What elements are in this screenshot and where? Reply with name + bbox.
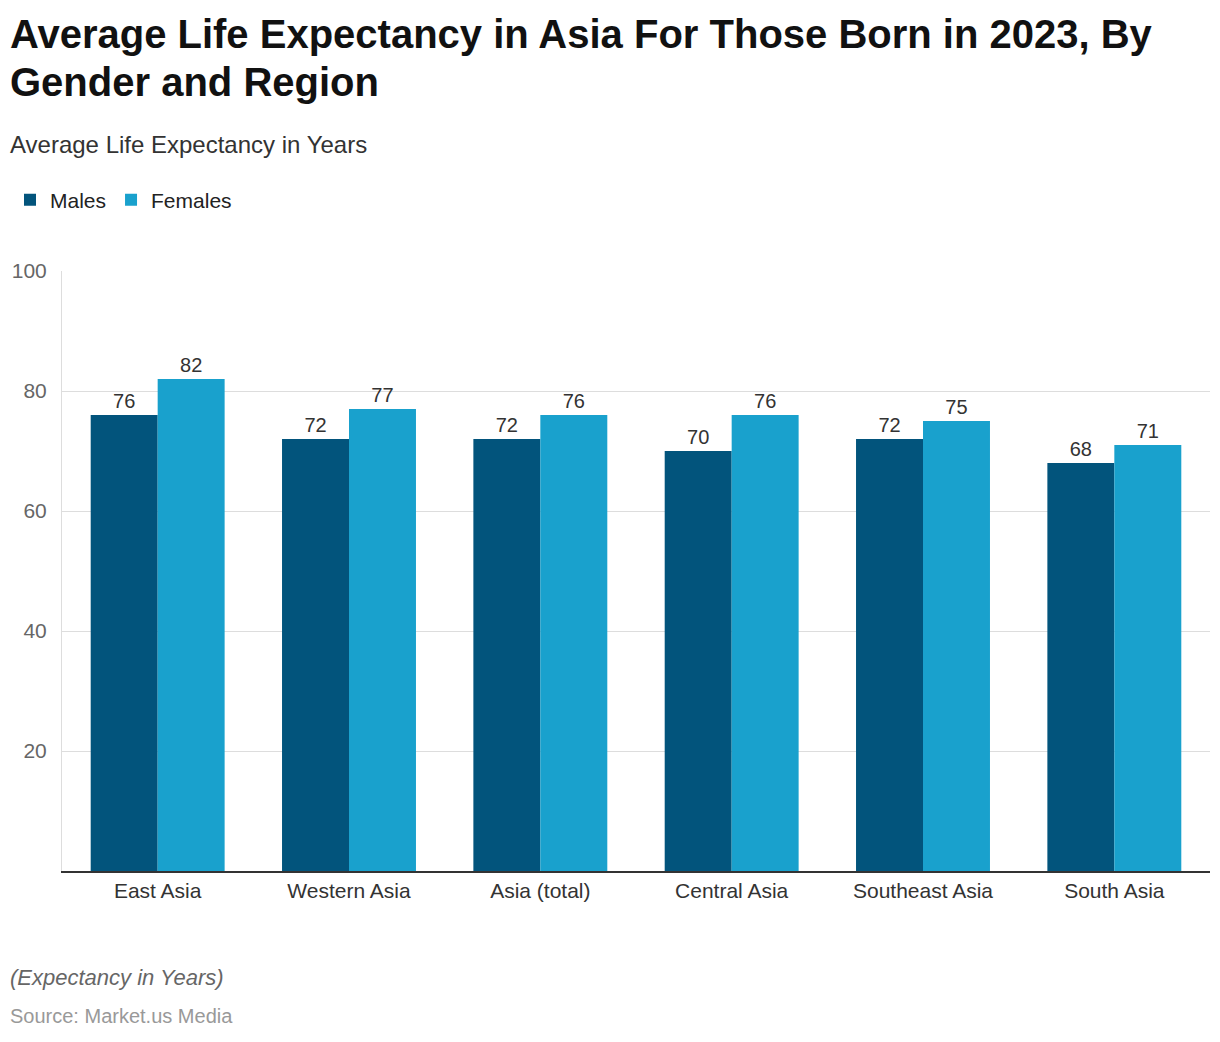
- svg-text:Western Asia: Western Asia: [287, 879, 411, 902]
- html-text:Average Life Expectancy in Asi: Average Life Expectancy in Asia For Thos…: [10, 12, 1152, 104]
- svg-text:72: 72: [304, 414, 326, 436]
- html-text:Average Life Expectancy in Yea: Average Life Expectancy in Years: [10, 131, 368, 158]
- svg-text:76: 76: [563, 390, 585, 412]
- svg-text:80: 80: [23, 379, 46, 402]
- svg-text:71: 71: [1137, 420, 1159, 442]
- svg-text:East Asia: East Asia: [114, 879, 202, 902]
- svg-text:Asia (total): Asia (total): [490, 879, 590, 902]
- svg-text:Females: Females: [151, 189, 232, 212]
- svg-text:Males: Males: [50, 189, 106, 212]
- svg-text:70: 70: [687, 426, 709, 448]
- svg-text:72: 72: [496, 414, 518, 436]
- svg-text:100: 100: [12, 259, 47, 282]
- svg-text:60: 60: [23, 499, 46, 522]
- svg-text:Central Asia: Central Asia: [675, 879, 789, 902]
- svg-text:72: 72: [878, 414, 900, 436]
- html-text:Source: Market.us Media: Source: Market.us Media: [10, 1005, 233, 1027]
- svg-text:68: 68: [1070, 438, 1092, 460]
- html-text:(Expectancy in Years): (Expectancy in Years): [10, 965, 224, 990]
- svg-text:South Asia: South Asia: [1064, 879, 1165, 902]
- svg-text:Southeast Asia: Southeast Asia: [853, 879, 993, 902]
- svg-text:82: 82: [180, 354, 202, 376]
- svg-text:77: 77: [371, 384, 393, 406]
- svg-text:76: 76: [754, 390, 776, 412]
- svg-text:76: 76: [113, 390, 135, 412]
- svg-text:40: 40: [23, 619, 46, 642]
- svg-text:20: 20: [23, 739, 46, 762]
- svg-text:75: 75: [945, 396, 967, 418]
